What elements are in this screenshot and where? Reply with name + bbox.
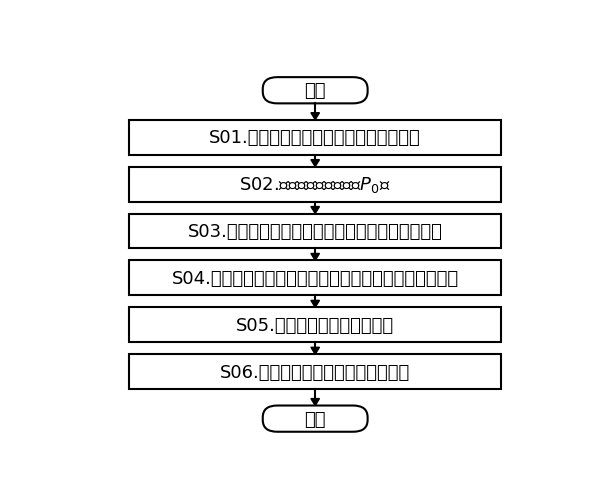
Polygon shape	[311, 207, 319, 214]
Polygon shape	[311, 399, 319, 406]
FancyBboxPatch shape	[129, 308, 501, 343]
Text: S03.采取定总压运行方式启动高速自由射流风洞；: S03.采取定总压运行方式启动高速自由射流风洞；	[188, 222, 443, 240]
Text: 开始: 开始	[304, 82, 326, 100]
FancyBboxPatch shape	[129, 355, 501, 389]
Text: S02.确定风洞稳定段总压$P_0$；: S02.确定风洞稳定段总压$P_0$；	[239, 175, 391, 195]
FancyBboxPatch shape	[263, 406, 368, 432]
Polygon shape	[311, 254, 319, 261]
Polygon shape	[311, 348, 319, 355]
Polygon shape	[311, 160, 319, 167]
FancyBboxPatch shape	[129, 167, 501, 202]
FancyBboxPatch shape	[129, 261, 501, 296]
Text: 结束: 结束	[304, 410, 326, 428]
Polygon shape	[311, 114, 319, 120]
Polygon shape	[311, 301, 319, 308]
Text: S04.高速自由射流风洞运行稳定后，采集相关流场参数；: S04.高速自由射流风洞运行稳定后，采集相关流场参数；	[172, 270, 459, 288]
Text: S05.关闭高速自由射流风洞；: S05.关闭高速自由射流风洞；	[236, 316, 394, 334]
FancyBboxPatch shape	[129, 214, 501, 249]
FancyBboxPatch shape	[129, 120, 501, 155]
Text: S01.在高速自由射流风洞布置静压测点；: S01.在高速自由射流风洞布置静压测点；	[209, 129, 421, 147]
FancyBboxPatch shape	[263, 78, 368, 104]
Text: S06.数据处理，获得静压匹配精度；: S06.数据处理，获得静压匹配精度；	[220, 363, 410, 381]
